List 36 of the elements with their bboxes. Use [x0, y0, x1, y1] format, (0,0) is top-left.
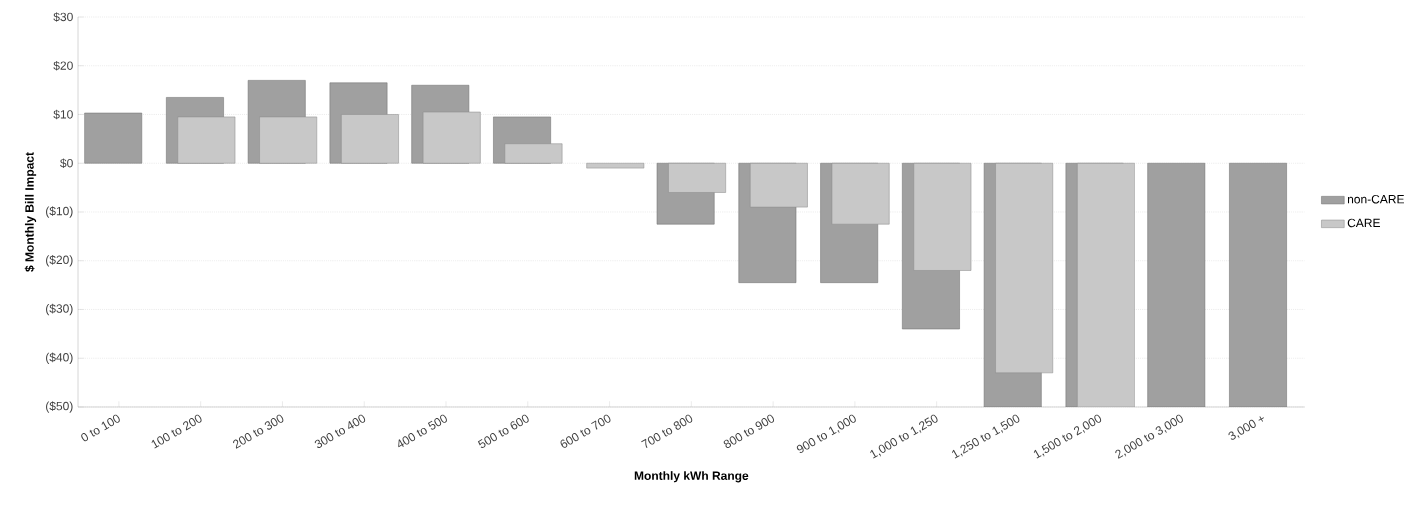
- bar: [995, 162, 1054, 374]
- x-tick-label: 700 to 800: [641, 414, 693, 448]
- y-tick-label: $10: [53, 109, 73, 120]
- bar: [668, 162, 726, 193]
- x-tick-label: 800 to 900: [723, 414, 775, 448]
- x-tick-label: 400 to 500: [398, 414, 447, 448]
- bar: [504, 143, 563, 164]
- bar: [177, 116, 236, 164]
- y-axis-title: $ Monthly Bill Impact: [24, 152, 37, 272]
- bar: [749, 162, 808, 208]
- x-tick-label: 0 to 100: [81, 414, 120, 442]
- bar: [259, 116, 318, 164]
- y-tick-label: ($30): [46, 303, 73, 316]
- x-tick-label: 200 to 300: [233, 414, 284, 449]
- bar: [831, 162, 890, 225]
- y-tick-label: $0: [60, 158, 73, 169]
- y-tick-label: ($40): [46, 352, 73, 364]
- x-tick-label: 100 to 200: [151, 414, 202, 449]
- legend-label: non-CARE: [1347, 194, 1404, 204]
- y-tick-label: ($20): [46, 255, 73, 267]
- x-axis-title: Monthly kWh Range: [634, 471, 749, 483]
- x-tick-label: 500 to 600: [477, 414, 529, 449]
- legend-label: CARE: [1347, 218, 1380, 228]
- x-tick-label: 600 to 700: [560, 414, 611, 448]
- y-tick-label: $20: [53, 60, 73, 71]
- bar: [586, 162, 645, 169]
- y-tick-label: ($50): [46, 401, 73, 413]
- bar: [84, 112, 143, 164]
- bar: [341, 114, 399, 164]
- bar: [422, 111, 481, 164]
- y-tick-label: ($10): [46, 206, 73, 218]
- bar: [1147, 162, 1206, 407]
- bar: [1229, 162, 1287, 407]
- y-tick-label: $30: [53, 12, 73, 22]
- x-tick-label: 300 to 400: [314, 414, 366, 449]
- bar: [913, 162, 972, 271]
